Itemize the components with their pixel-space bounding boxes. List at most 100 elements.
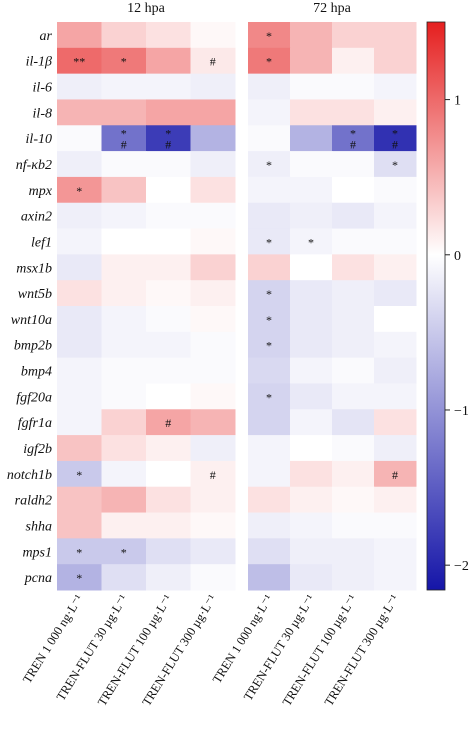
significance-mark: #: [121, 138, 127, 152]
cell: [332, 176, 375, 204]
column-label: TREN-FLUT 300 µg·L⁻¹: [322, 592, 402, 709]
cell: [101, 280, 147, 307]
row-label: bmp4: [21, 365, 52, 380]
significance-mark: *: [76, 545, 82, 559]
cell: [101, 176, 147, 204]
cell: [146, 538, 191, 565]
cell: [146, 254, 191, 281]
cell: [57, 331, 102, 359]
cell: [190, 435, 236, 462]
cell: [101, 151, 147, 178]
cell: [101, 383, 147, 410]
cell: [101, 47, 147, 75]
cell: [101, 512, 147, 539]
cell: [290, 280, 333, 307]
cell: [146, 512, 191, 539]
row-label: mpx: [29, 184, 53, 199]
cell: [57, 202, 102, 230]
cell: [290, 538, 333, 565]
cell: [374, 176, 417, 204]
cell: [146, 409, 191, 436]
cell: [332, 486, 375, 514]
cell: [57, 254, 102, 281]
cell: [290, 331, 333, 359]
significance-mark: *: [76, 468, 82, 482]
cell: [332, 357, 375, 384]
cell: [248, 435, 291, 462]
cell: [190, 73, 236, 100]
cell: [57, 280, 102, 307]
cell: [374, 151, 417, 178]
cell: [248, 383, 291, 410]
cell: [374, 460, 417, 488]
cell: [57, 47, 102, 75]
row-label: il-6: [33, 81, 52, 96]
row-label: mps1: [22, 545, 52, 560]
cell: [190, 538, 236, 565]
cell: [101, 254, 147, 281]
row-label: wnt10a: [11, 313, 52, 328]
cell: [290, 306, 333, 333]
cell: [190, 383, 236, 410]
significance-mark: *: [392, 158, 398, 172]
cell: [248, 280, 291, 307]
significance-mark: #: [350, 138, 356, 152]
significance-mark: *: [266, 390, 272, 404]
cell: [146, 22, 191, 49]
row-label: notch1b: [7, 468, 52, 483]
cell: [374, 486, 417, 514]
cell: [332, 435, 375, 462]
cell: [248, 538, 291, 565]
cell: [146, 176, 191, 204]
cell: [190, 331, 236, 359]
cell: [57, 99, 102, 126]
cell: [146, 357, 191, 384]
row-label: msx1b: [16, 261, 52, 276]
cell: [101, 73, 147, 100]
cell: [332, 280, 375, 307]
cell: [332, 125, 375, 152]
cell: [374, 538, 417, 565]
cell: [374, 47, 417, 75]
cell: [190, 125, 236, 152]
significance-mark: **: [73, 55, 85, 69]
significance-mark: *: [266, 29, 272, 43]
cell: [374, 564, 417, 591]
cell: [290, 383, 333, 410]
cell: [101, 22, 147, 49]
colorbar: [426, 21, 446, 591]
significance-mark: *: [165, 127, 171, 141]
cell: [332, 383, 375, 410]
cell: [248, 73, 291, 100]
cell: [290, 151, 333, 178]
cell: [290, 99, 333, 126]
cell: [248, 202, 291, 230]
cell: [374, 228, 417, 255]
cell: [190, 202, 236, 230]
cell: [248, 228, 291, 255]
significance-mark: #: [165, 138, 171, 152]
cell: [146, 73, 191, 100]
row-label: raldh2: [15, 494, 52, 509]
cell: [248, 176, 291, 204]
cell: [332, 409, 375, 436]
significance-mark: *: [266, 235, 272, 249]
cell: [374, 99, 417, 126]
cell: [332, 538, 375, 565]
cell: [57, 435, 102, 462]
cell: [190, 486, 236, 514]
cell: [374, 22, 417, 49]
cell: [332, 99, 375, 126]
row-label: il-1β: [26, 55, 52, 70]
cell: [332, 331, 375, 359]
cell: [374, 202, 417, 230]
cell: [146, 202, 191, 230]
cell: [332, 512, 375, 539]
cell: [290, 73, 333, 100]
significance-mark: *: [121, 127, 127, 141]
colorbar-tick-label: 1: [454, 94, 461, 109]
cell: [101, 409, 147, 436]
cell: [248, 357, 291, 384]
cell: [57, 564, 102, 591]
cell: [290, 357, 333, 384]
